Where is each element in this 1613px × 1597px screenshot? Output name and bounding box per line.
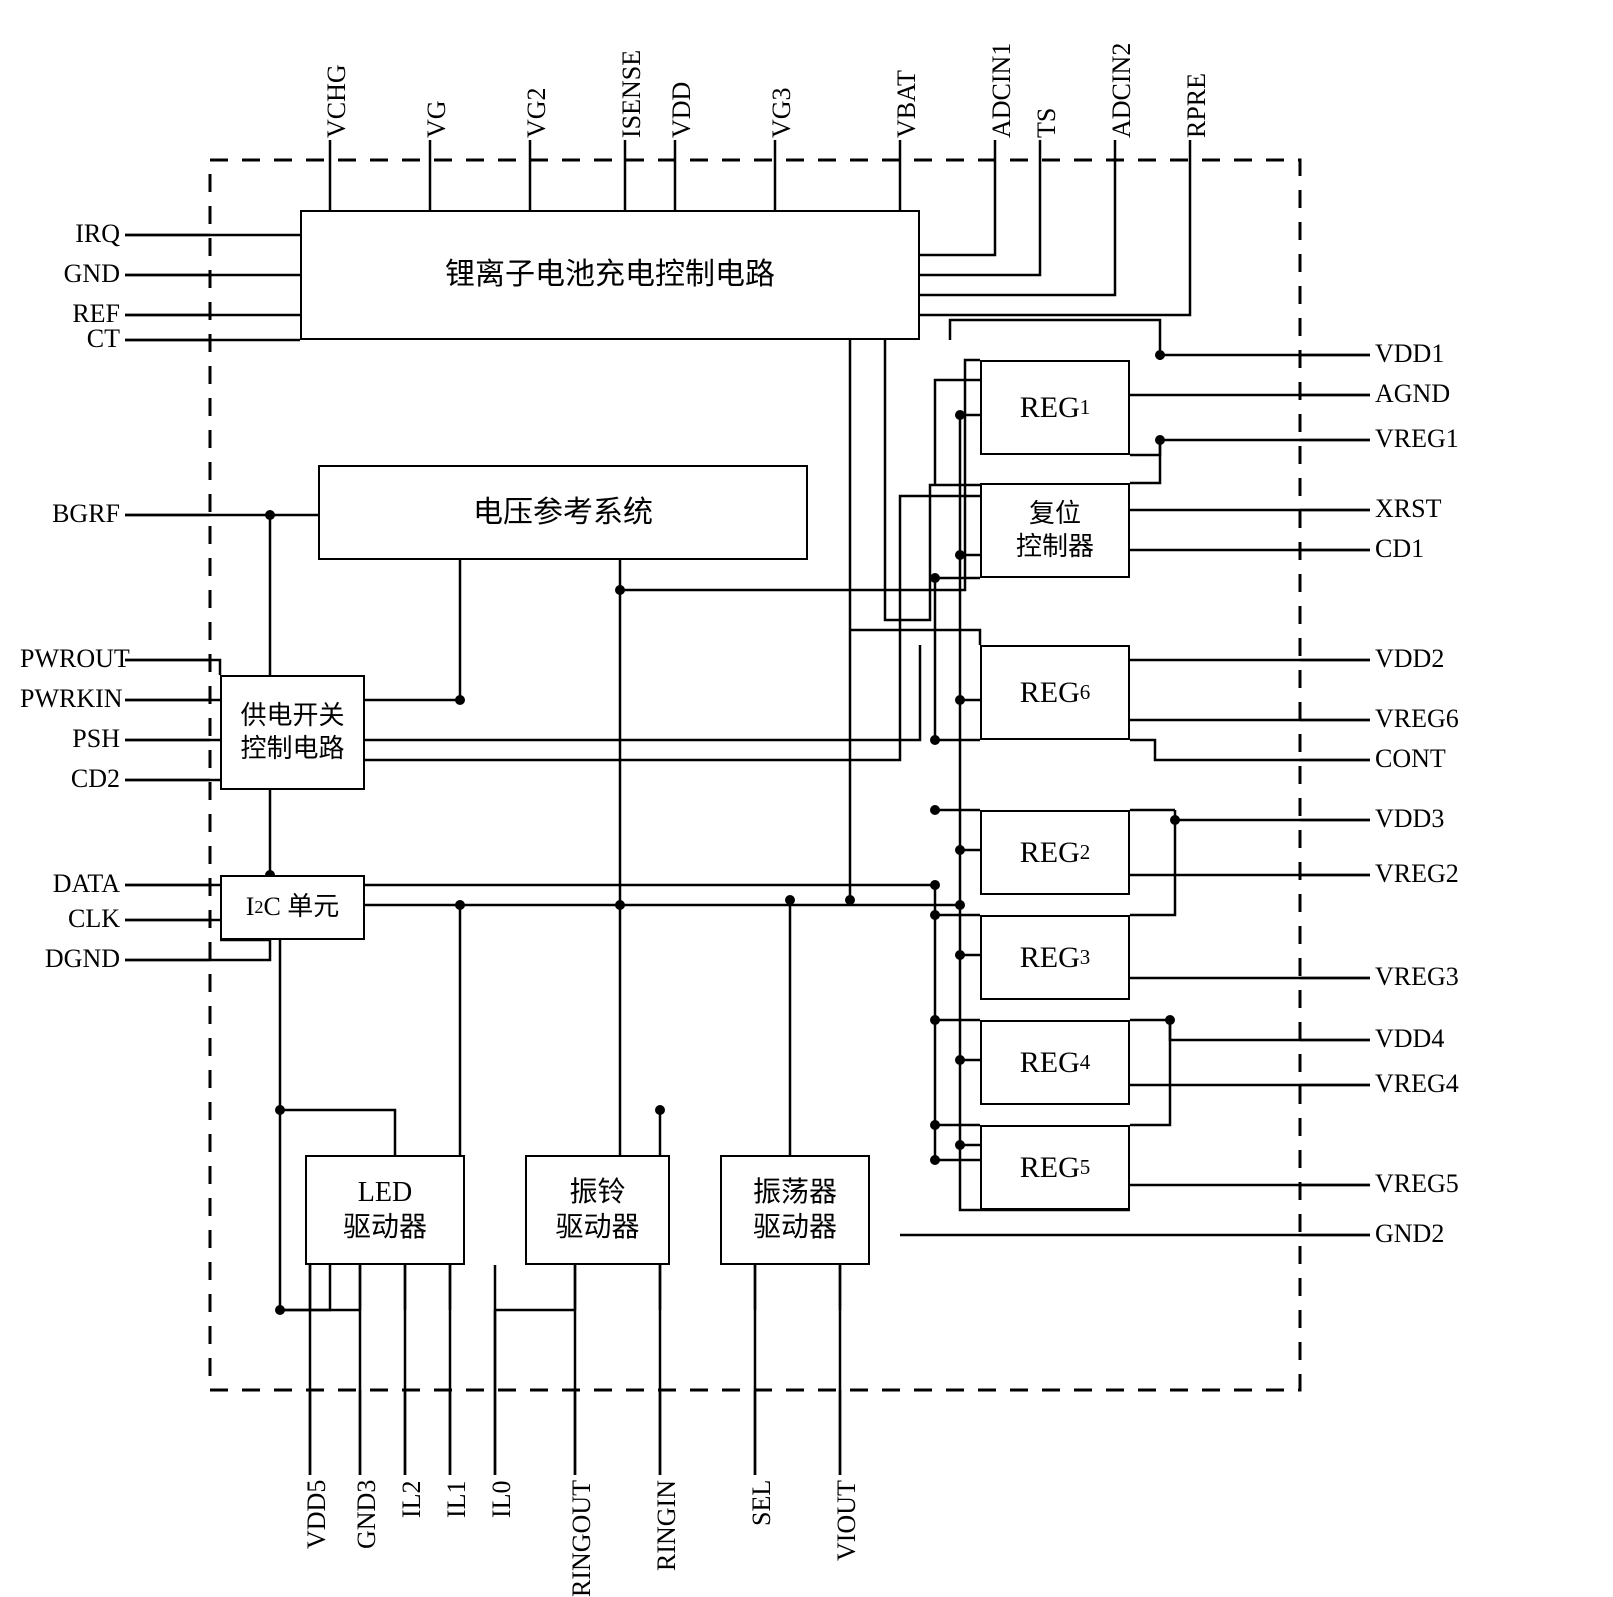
pin-irq: IRQ — [20, 219, 120, 249]
pin-vg: VG — [422, 100, 452, 138]
block-reset: 复位控制器 — [980, 483, 1130, 578]
pin-cd1: CD1 — [1375, 534, 1575, 564]
pin-dgnd: DGND — [20, 944, 120, 974]
pin-cd2: CD2 — [20, 764, 120, 794]
pin-pwrkin: PWRKIN — [20, 684, 120, 714]
pin-isense: ISENSE — [617, 50, 647, 138]
pin-vchg: VCHG — [322, 64, 352, 138]
pin-vbat: VBAT — [892, 70, 922, 138]
pin-ct: CT — [20, 324, 120, 354]
pin-xrst: XRST — [1375, 494, 1575, 524]
block-ring: 振铃驱动器 — [525, 1155, 670, 1265]
block-vref: 电压参考系统 — [318, 465, 808, 560]
pin-agnd: AGND — [1375, 379, 1575, 409]
pin-vreg2: VREG2 — [1375, 859, 1575, 889]
pin-il1: IL1 — [442, 1480, 472, 1518]
block-pwrsw: 供电开关控制电路 — [220, 675, 365, 790]
pin-vdd5: VDD5 — [302, 1480, 332, 1549]
block-reg2: REG2 — [980, 810, 1130, 895]
block-reg3: REG3 — [980, 915, 1130, 1000]
pin-gnd2: GND2 — [1375, 1219, 1575, 1249]
block-reg1: REG1 — [980, 360, 1130, 455]
pin-cont: CONT — [1375, 744, 1575, 774]
pin-gnd: GND — [20, 259, 120, 289]
block-charger: 锂离子电池充电控制电路 — [300, 210, 920, 340]
pin-il0: IL0 — [487, 1480, 517, 1518]
pin-vdd: VDD — [667, 82, 697, 138]
pin-adcin1: ADCIN1 — [987, 43, 1017, 138]
block-reg4: REG4 — [980, 1020, 1130, 1105]
pin-adcin2: ADCIN2 — [1107, 43, 1137, 138]
block-diagram: 锂离子电池充电控制电路电压参考系统供电开关控制电路 I2C 单元 LED驱动器振铃驱… — [20, 20, 1613, 1541]
pin-vg2: VG2 — [522, 87, 552, 138]
block-reg6: REG6 — [980, 645, 1130, 740]
pin-vdd2: VDD2 — [1375, 644, 1575, 674]
pin-clk: CLK — [20, 904, 120, 934]
pin-data: DATA — [20, 869, 120, 899]
pin-il2: IL2 — [397, 1480, 427, 1518]
block-i2c: I2C 单元 — [220, 875, 365, 940]
block-osc: 振荡器驱动器 — [720, 1155, 870, 1265]
pin-ts: TS — [1032, 108, 1062, 138]
pin-pwrout: PWROUT — [20, 644, 120, 674]
pin-bgrf: BGRF — [20, 499, 120, 529]
pin-vdd4: VDD4 — [1375, 1024, 1575, 1054]
pin-gnd3: GND3 — [352, 1480, 382, 1549]
pin-vg3: VG3 — [767, 87, 797, 138]
pin-ringout: RINGOUT — [567, 1480, 597, 1597]
pin-vreg3: VREG3 — [1375, 962, 1575, 992]
pin-vdd3: VDD3 — [1375, 804, 1575, 834]
block-reg5: REG5 — [980, 1125, 1130, 1210]
block-led: LED驱动器 — [305, 1155, 465, 1265]
pin-sel: SEL — [747, 1480, 777, 1526]
pin-vreg1: VREG1 — [1375, 424, 1575, 454]
pin-vdd1: VDD1 — [1375, 339, 1575, 369]
pin-vreg6: VREG6 — [1375, 704, 1575, 734]
pin-rpre: RPRE — [1182, 73, 1212, 138]
pin-vreg4: VREG4 — [1375, 1069, 1575, 1099]
pin-vreg5: VREG5 — [1375, 1169, 1575, 1199]
pin-psh: PSH — [20, 724, 120, 754]
pin-ringin: RINGIN — [652, 1480, 682, 1571]
